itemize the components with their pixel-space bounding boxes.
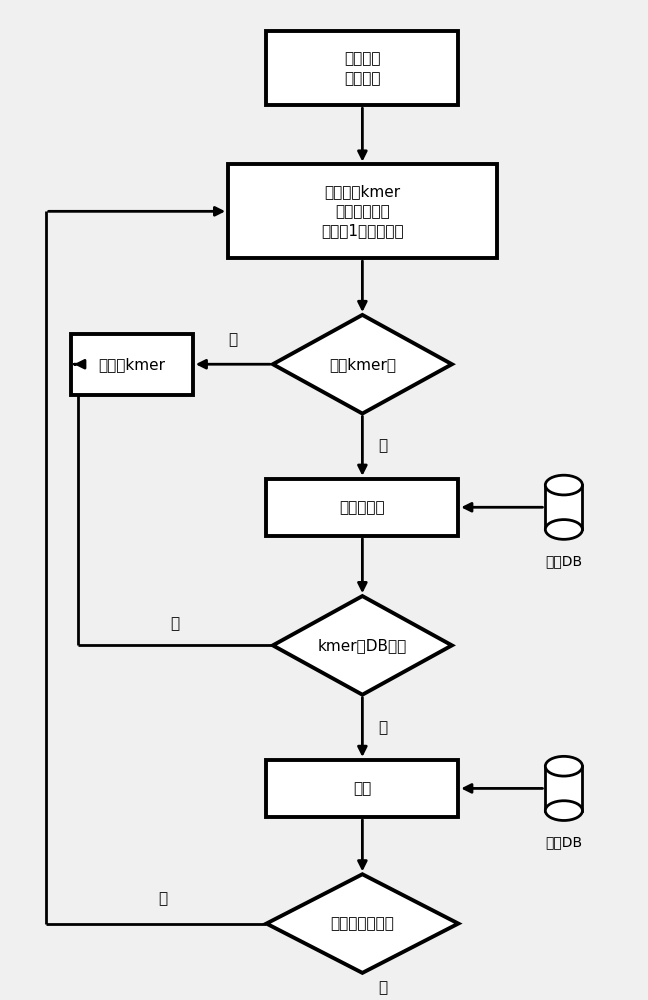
Text: 关联的参考: 关联的参考 bbox=[340, 500, 385, 515]
Text: 存在DB: 存在DB bbox=[546, 554, 583, 568]
Text: 下一个kmer: 下一个kmer bbox=[98, 357, 166, 372]
Text: 是: 是 bbox=[378, 980, 388, 995]
FancyBboxPatch shape bbox=[266, 760, 458, 817]
FancyBboxPatch shape bbox=[546, 766, 583, 811]
Text: 查询片段
（读段）: 查询片段 （读段） bbox=[344, 51, 380, 86]
Text: kmer在DB中？: kmer在DB中？ bbox=[318, 638, 407, 653]
Polygon shape bbox=[273, 596, 452, 695]
Text: 访问kmer？: 访问kmer？ bbox=[329, 357, 396, 372]
Ellipse shape bbox=[546, 756, 583, 776]
Ellipse shape bbox=[546, 475, 583, 495]
Text: 位置: 位置 bbox=[353, 781, 371, 796]
Text: 否: 否 bbox=[378, 439, 388, 454]
Text: 位置DB: 位置DB bbox=[546, 835, 583, 849]
Polygon shape bbox=[266, 874, 458, 973]
Text: 是: 是 bbox=[228, 332, 237, 347]
FancyBboxPatch shape bbox=[266, 31, 458, 105]
Ellipse shape bbox=[546, 801, 583, 820]
Text: 到达读段端点？: 到达读段端点？ bbox=[330, 916, 395, 931]
FancyBboxPatch shape bbox=[228, 164, 497, 258]
Text: 否: 否 bbox=[158, 891, 167, 906]
FancyBboxPatch shape bbox=[546, 485, 583, 529]
FancyBboxPatch shape bbox=[71, 334, 193, 395]
Text: 否: 否 bbox=[170, 616, 180, 631]
Text: 是: 是 bbox=[378, 720, 388, 735]
Ellipse shape bbox=[546, 520, 583, 539]
FancyBboxPatch shape bbox=[266, 479, 458, 536]
Polygon shape bbox=[273, 315, 452, 414]
Text: 读段中的kmer
（位包装的，
步长为1的滑动窗）: 读段中的kmer （位包装的， 步长为1的滑动窗） bbox=[321, 184, 404, 239]
